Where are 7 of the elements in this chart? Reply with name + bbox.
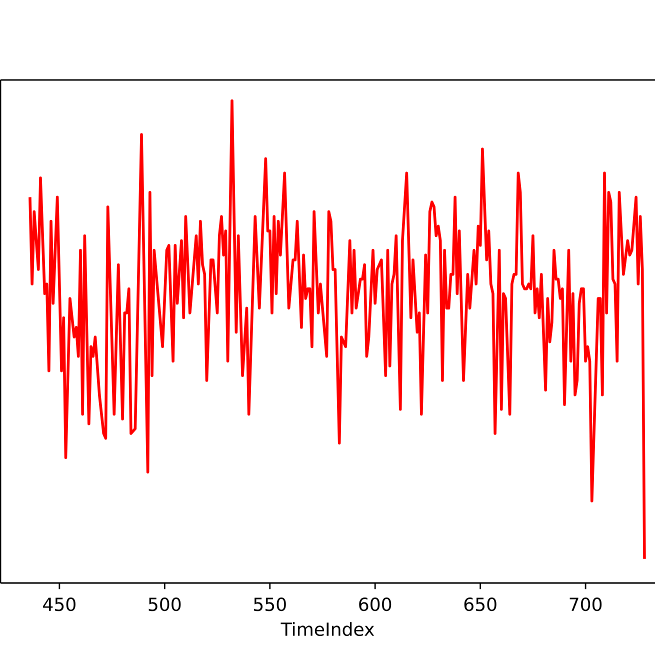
x-tick-label: 650	[464, 597, 496, 612]
x-tick-label: 450	[43, 597, 76, 612]
x-tick-label: 700	[570, 597, 602, 612]
x-tick-label: 600	[359, 597, 392, 612]
x-tick-label: 500	[148, 597, 181, 612]
x-tick-label: 550	[254, 597, 286, 612]
x-axis-title: TimeIndex	[280, 622, 374, 636]
